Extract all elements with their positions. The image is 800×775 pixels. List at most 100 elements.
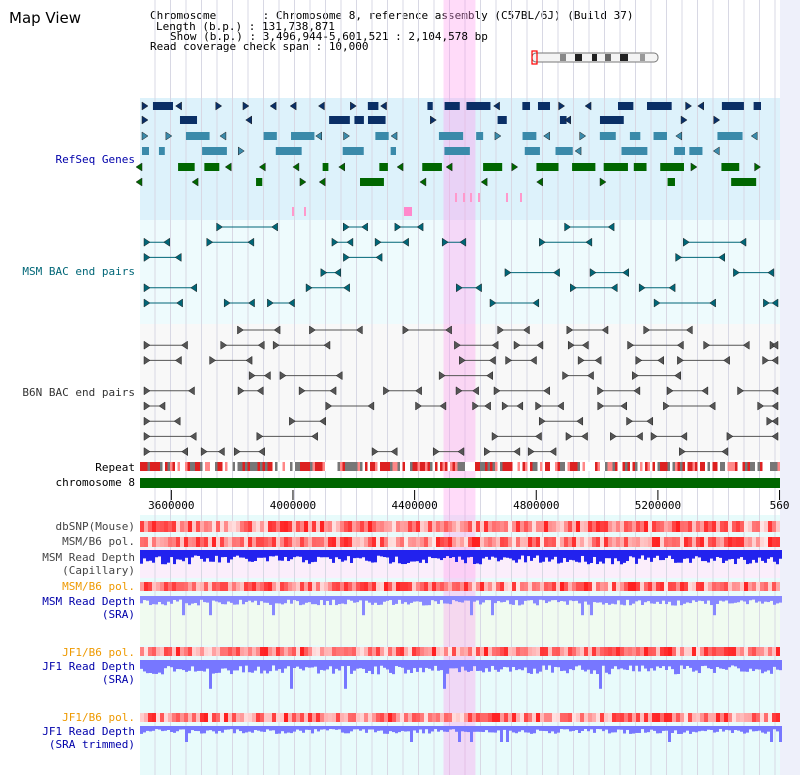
depth-bar [527, 596, 530, 601]
pol-cell [152, 537, 156, 547]
depth-bar [728, 550, 731, 560]
pol-cell [468, 713, 472, 722]
msm-b6-pol-label-1[interactable]: MSM/B6 pol. [62, 535, 135, 548]
bac-end-arrow [319, 416, 326, 426]
bac-end-arrow [257, 340, 265, 350]
jf1-read-depth-trimmed-label[interactable]: JF1 Read Depth [42, 725, 135, 738]
bac-end-arrow [472, 401, 480, 411]
repeat-segment [747, 462, 750, 471]
depth-bar [452, 726, 455, 730]
pol-cell [648, 582, 652, 591]
refseq-genes-label[interactable]: RefSeq Genes [55, 153, 135, 166]
pol-cell [664, 647, 668, 656]
msm-b6-pol-label-2[interactable]: MSM/B6 pol. [62, 580, 135, 593]
depth-bar [683, 726, 686, 733]
depth-bar [668, 550, 671, 556]
bac-end-arrow [256, 431, 264, 441]
repeat-label[interactable]: Repeat [95, 461, 135, 474]
pol-cell [564, 582, 568, 591]
depth-bar [365, 596, 368, 601]
pol-cell [724, 537, 728, 547]
b6n-bac-features[interactable] [143, 325, 779, 457]
depth-bar [554, 726, 557, 734]
dbsnp-label[interactable]: dbSNP(Mouse) [55, 520, 135, 533]
bac-end-arrow [374, 237, 382, 247]
depth-bar [254, 660, 257, 671]
pol-cell [228, 647, 232, 656]
pol-cell [460, 713, 464, 722]
chromosome-ideogram[interactable] [531, 50, 659, 65]
depth-bar [209, 726, 212, 731]
msm-bac-features[interactable] [143, 222, 779, 308]
refseq-gene-features[interactable] [135, 101, 762, 216]
pol-cell [176, 537, 180, 547]
pol-cell [728, 537, 732, 547]
repeat-segment [645, 462, 648, 471]
bac-end-arrow [622, 268, 629, 278]
pol-cell [288, 713, 292, 722]
repeat-segment [290, 462, 293, 471]
pol-cell [772, 521, 776, 532]
repeat-segment [390, 462, 393, 471]
pol-cell [728, 713, 732, 722]
gene-arrow [712, 146, 720, 156]
depth-bar [584, 660, 587, 672]
pol-cell [512, 647, 516, 656]
pol-cell [508, 537, 512, 547]
msm-read-depth-sra-label[interactable]: MSM Read Depth [42, 595, 135, 608]
pol-cell [480, 521, 484, 532]
b6n-bac-end-pairs-label[interactable]: B6N BAC end pairs [22, 386, 135, 399]
jf1-b6-pol-label-2[interactable]: JF1/B6 pol. [62, 711, 135, 724]
pol-cell [184, 647, 188, 656]
variant-and-depth-tracks[interactable] [140, 521, 782, 742]
depth-bar [485, 596, 488, 601]
jf1-read-depth-sra-label[interactable]: JF1 Read Depth [42, 660, 135, 673]
depth-bar [353, 726, 356, 730]
repeat-track-bar[interactable] [140, 462, 780, 471]
depth-bar [626, 726, 629, 730]
jf1-b6-pol-label-1[interactable]: JF1/B6 pol. [62, 646, 135, 659]
depth-bar [227, 596, 230, 602]
pol-cell [152, 647, 156, 656]
repeat-segment [505, 462, 508, 471]
bac-end-arrow [271, 222, 278, 232]
depth-bar [773, 596, 776, 605]
bac-end-arrow [176, 298, 183, 308]
msm-read-depth-capillary-label[interactable]: MSM Read Depth [42, 551, 135, 564]
pol-cell [612, 521, 616, 532]
depth-bar [662, 726, 665, 731]
repeat-segment [397, 462, 400, 471]
msm-bac-end-pairs-label[interactable]: MSM BAC end pairs [22, 265, 135, 278]
pol-cell [588, 582, 592, 591]
pol-cell [544, 537, 548, 547]
pol-cell [624, 713, 628, 722]
depth-bar [413, 550, 416, 562]
bac-end-arrow [513, 340, 521, 350]
pol-cell [156, 537, 160, 547]
pink-marker [470, 193, 472, 202]
depth-bar [557, 726, 560, 733]
bac-end-arrow [289, 416, 296, 426]
pol-cell [572, 582, 576, 591]
bac-end-arrow [742, 340, 750, 350]
pol-cell [228, 521, 232, 532]
pol-cell [704, 521, 708, 532]
gene-arrow [536, 177, 543, 187]
repeat-segment [682, 462, 685, 471]
repeat-segment [522, 462, 525, 471]
depth-bar [239, 550, 242, 558]
pol-cell [644, 713, 648, 722]
info-length-key: Length (b.p.) : [156, 20, 262, 33]
depth-bar [329, 550, 332, 559]
depth-bar [416, 596, 419, 602]
depth-bar [167, 550, 170, 563]
depth-bar [185, 726, 188, 742]
bac-end-arrow [543, 386, 550, 396]
depth-bar [755, 660, 758, 670]
repeat-segment [457, 462, 460, 471]
depth-bar [773, 550, 776, 562]
bac-end-arrow [718, 252, 725, 262]
depth-bar [647, 550, 650, 558]
depth-bar [260, 596, 263, 602]
